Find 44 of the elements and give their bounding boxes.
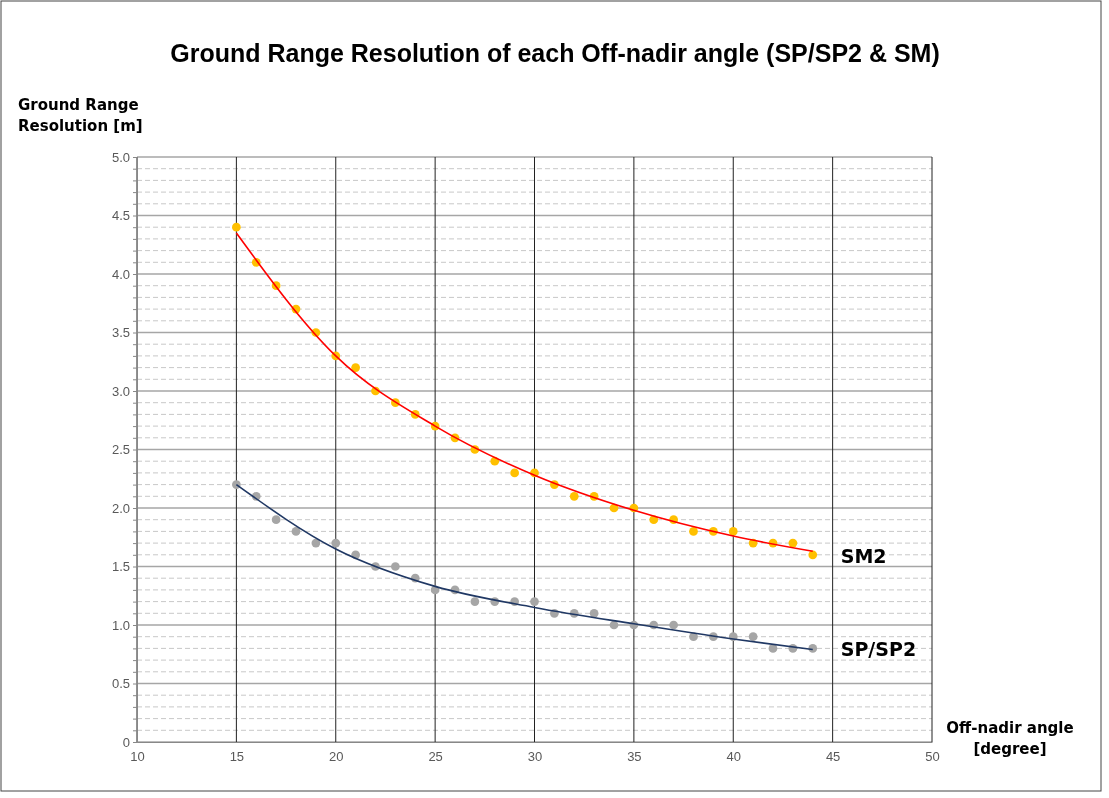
point [232, 222, 241, 232]
point [669, 620, 678, 630]
series-label: SP/SP2 [840, 638, 917, 661]
point [470, 597, 480, 606]
y-tick-label: 2.0 [111, 500, 130, 516]
y-tick-label: 5.0 [111, 149, 130, 165]
point [311, 538, 321, 548]
series-label: SM2 [840, 544, 887, 567]
y-tick-label: 3.0 [111, 383, 130, 399]
x-tick-label: 10 [130, 748, 145, 764]
y-tick-label: 2.5 [111, 442, 130, 458]
x-tick-label: 15 [229, 748, 245, 764]
y-tick-label: 1.5 [111, 559, 130, 575]
x-tick-label: 20 [329, 748, 344, 764]
x-axis-title: Off-nadir angle [degree] [946, 719, 1074, 758]
point [271, 515, 281, 525]
text: 0.5 [111, 676, 130, 692]
point [331, 538, 341, 548]
point [728, 527, 738, 536]
point [569, 491, 579, 501]
point [689, 527, 698, 536]
point [351, 363, 360, 372]
point [788, 538, 798, 548]
y-axis-title: Ground Range Resolution [m] [18, 96, 143, 135]
x-tick-label: 30 [527, 748, 543, 764]
x-tick-label: 25 [428, 748, 443, 764]
point [530, 597, 539, 606]
point [291, 527, 301, 536]
point [391, 562, 400, 571]
x-tick-label: 50 [925, 748, 940, 764]
x-tick-label: 40 [726, 748, 741, 764]
x-tick-label: 35 [627, 748, 642, 764]
y-tick-label: 0 [122, 734, 130, 750]
x-tick-label: 45 [825, 748, 841, 764]
chart-title: Ground Range Resolution of each Off-nadir angle (SP/SP2 & SM) [170, 39, 940, 67]
point [510, 468, 519, 478]
point [768, 644, 778, 653]
y-tick-label: 3.5 [111, 325, 130, 341]
y-tick-label: 4.5 [111, 208, 130, 224]
y-tick-label: 1.0 [111, 617, 130, 633]
point [808, 550, 818, 560]
y-tick-label: 4.0 [111, 266, 130, 282]
point [748, 632, 758, 642]
point [589, 608, 599, 618]
